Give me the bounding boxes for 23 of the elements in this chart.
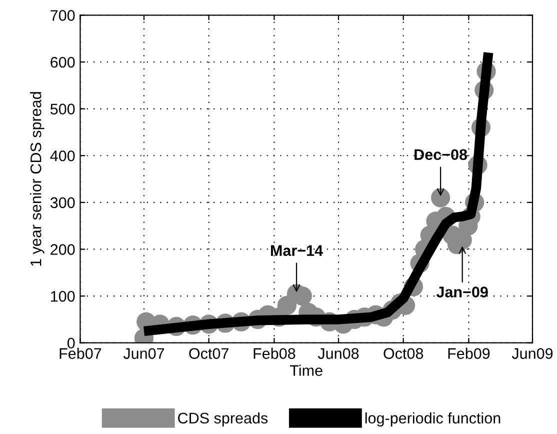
- x-tick-label: Oct07: [189, 348, 228, 359]
- y-axis-title: 1 year senior CDS spread: [30, 92, 44, 266]
- y-tick-label: 500: [50, 104, 75, 114]
- legend-label: CDS spreads: [178, 412, 268, 427]
- legend-label: log-periodic function: [365, 412, 500, 427]
- x-tick-label: Jun07: [123, 348, 164, 359]
- y-tick-label: 100: [51, 290, 75, 302]
- y-tick-label: 600: [50, 56, 75, 68]
- annotation: Mar−14: [271, 245, 323, 256]
- annotation: Dec−08: [414, 149, 468, 160]
- y-tick-label: 300: [50, 197, 75, 208]
- x-tick-label: Oct08: [384, 348, 424, 359]
- y-tick-label: 400: [50, 150, 75, 162]
- x-tick-label: Jun09: [512, 348, 553, 359]
- y-tick-label: 200: [50, 244, 75, 255]
- x-axis-title: Time: [290, 364, 322, 376]
- x-tick-label: Feb08: [254, 348, 296, 359]
- y-tick-label: 700: [50, 10, 75, 21]
- y-tick-label: 0: [67, 338, 75, 349]
- x-tick-label: Feb09: [448, 348, 490, 359]
- x-tick-label: Feb07: [60, 348, 102, 359]
- x-tick-label: Jun08: [318, 348, 359, 359]
- annotation: Jan−09: [436, 286, 488, 298]
